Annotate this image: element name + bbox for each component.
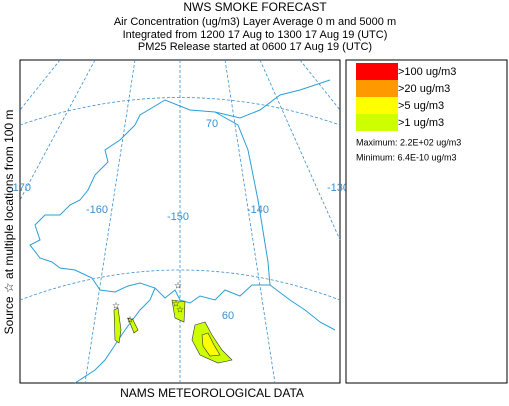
legend-maximum: Maximum: 2.2E+02 ug/m3 bbox=[356, 137, 461, 147]
map-label: -140 bbox=[247, 204, 269, 216]
source-star: ☆ bbox=[126, 314, 134, 324]
legend-label: >5 ug/m3 bbox=[398, 100, 444, 112]
coastline bbox=[29, 79, 331, 304]
legend-label: >20 ug/m3 bbox=[398, 83, 450, 95]
legend: Maximum: 2.2E+02 ug/m3 Minimum: 6.4E-10 … bbox=[345, 59, 508, 384]
side-label: Source ☆ at multiple locations from 100 … bbox=[2, 110, 16, 335]
legend-swatch bbox=[356, 97, 398, 114]
subtitle: Integrated from 1200 17 Aug to 1300 17 A… bbox=[123, 29, 388, 41]
legend-swatch bbox=[356, 63, 398, 80]
legend-swatch bbox=[356, 114, 398, 131]
coastline bbox=[269, 284, 336, 331]
map-label: 70 bbox=[206, 118, 218, 130]
title: NWS SMOKE FORECAST bbox=[183, 0, 327, 14]
source-stars: ☆ ☆ ☆ ☆ ☆ bbox=[112, 280, 184, 324]
legend-label: >1 ug/m3 bbox=[398, 117, 444, 129]
map-label: 60 bbox=[222, 310, 234, 322]
legend-swatch bbox=[356, 80, 398, 97]
footer: NAMS METEOROLOGICAL DATA bbox=[120, 386, 304, 400]
subtitle: Air Concentration (ug/m3) Layer Average … bbox=[114, 16, 396, 28]
smoke-plume bbox=[201, 332, 221, 357]
source-star: ☆ bbox=[174, 280, 182, 290]
source-star: ☆ bbox=[172, 298, 180, 308]
map-label: -160 bbox=[86, 204, 108, 216]
map-label: -150 bbox=[167, 211, 189, 223]
smoke-plume bbox=[113, 307, 122, 344]
source-star: ☆ bbox=[112, 300, 120, 310]
map-label: -130 bbox=[327, 182, 349, 194]
legend-label: >100 ug/m3 bbox=[398, 66, 456, 78]
graticule bbox=[19, 59, 341, 384]
smoke-plume bbox=[127, 317, 139, 334]
smoke-plume bbox=[171, 299, 186, 323]
map-label: -170 bbox=[9, 182, 31, 194]
legend-minimum: Minimum: 6.4E-10 ug/m3 bbox=[356, 152, 457, 162]
subtitle: PM25 Release started at 0600 17 Aug 19 (… bbox=[138, 41, 372, 53]
source-star: ☆ bbox=[176, 304, 184, 314]
map: ☆ ☆ ☆ ☆ ☆ -170 -160 -150 -140 -130 70 60 bbox=[9, 59, 349, 384]
